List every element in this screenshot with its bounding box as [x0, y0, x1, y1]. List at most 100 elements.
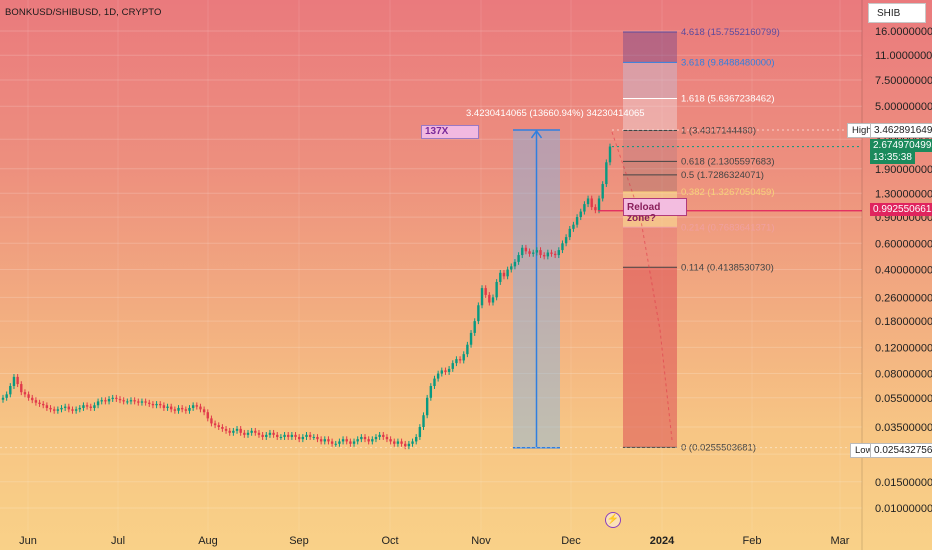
candle-body — [568, 228, 571, 238]
candle-body — [217, 425, 220, 428]
candle-body — [170, 406, 173, 410]
candle-body — [239, 428, 242, 433]
candle-body — [206, 412, 209, 419]
candle-body — [235, 428, 239, 431]
candle-body — [564, 237, 568, 244]
label-137x[interactable]: 137X — [421, 125, 479, 139]
candle-body — [308, 434, 312, 437]
y-tick-label: 0.0100000000 — [875, 503, 932, 515]
fib-level-label: 3.618 (9.8488480000) — [681, 57, 775, 68]
fib-zone — [623, 267, 677, 448]
candle-body — [542, 255, 546, 257]
candle-body — [338, 441, 341, 444]
candle-body — [579, 211, 582, 218]
candle-body — [137, 401, 140, 403]
candle-body — [572, 224, 575, 229]
candle-body — [404, 443, 407, 447]
candle-body — [188, 407, 191, 411]
candle-body — [122, 400, 125, 402]
candle-body — [389, 439, 392, 442]
candle-body — [199, 406, 202, 410]
candle-body — [78, 407, 81, 410]
candle-body — [312, 436, 316, 438]
candle-body — [382, 434, 385, 437]
symbol-search-box[interactable]: SHIB — [868, 3, 926, 23]
fib-zone — [623, 161, 677, 175]
fib-zone — [623, 31, 677, 63]
candle-body — [148, 402, 151, 404]
candle-body — [462, 354, 465, 361]
candle-body — [195, 405, 199, 407]
candle-body — [111, 397, 114, 399]
candle-body — [323, 439, 326, 442]
bar-countdown: 13:35:38 — [870, 151, 915, 164]
candle-body — [104, 400, 107, 402]
candle-body — [210, 418, 213, 424]
candle-body — [546, 252, 550, 257]
candle-body — [93, 405, 96, 408]
candle-body — [297, 436, 301, 440]
candle-body — [27, 394, 30, 398]
candle-body — [294, 434, 297, 437]
candle-body — [506, 269, 509, 277]
candle-body — [301, 436, 305, 440]
candle-body — [341, 439, 345, 442]
candle-body — [436, 373, 440, 379]
candle-body — [265, 434, 268, 437]
candle-body — [407, 443, 411, 447]
measure-tool — [513, 129, 560, 449]
candle-body — [561, 243, 564, 251]
candle-body — [594, 207, 597, 211]
fib-zone — [623, 227, 677, 268]
high-price-tag: 3.4628916498 — [870, 123, 932, 138]
symbol-title[interactable]: BONKUSD/SHIBUSD, 1D, CRYPTO — [5, 7, 162, 18]
candle-body — [605, 162, 608, 185]
candle-body — [433, 378, 436, 386]
candle-body — [155, 403, 158, 406]
candle-body — [246, 432, 250, 435]
candle-body — [126, 401, 129, 403]
candle-body — [140, 401, 144, 403]
reload-zone-label[interactable]: Reload zone? — [623, 198, 687, 224]
candle-body — [221, 427, 224, 429]
candle-body — [115, 397, 118, 399]
y-tick-label: 0.1200000000 — [875, 342, 932, 354]
candle-body — [608, 146, 612, 163]
candle-body — [290, 434, 294, 437]
candle-body — [411, 441, 414, 444]
candle-body — [484, 288, 487, 295]
fib-level-label: 0 (0.0255503681) — [681, 442, 756, 453]
fib-zone — [623, 62, 677, 99]
candle-body — [583, 204, 586, 212]
candle-body — [539, 250, 542, 256]
candle-body — [305, 434, 308, 437]
x-axis: Jun Jul Aug Sep Oct Nov Dec 2024 Feb Mar — [19, 535, 850, 547]
candle-body — [502, 272, 506, 277]
fib-zone — [623, 130, 677, 162]
candle-body — [422, 415, 425, 428]
fib-level-label: 0.114 (0.4138530730) — [681, 262, 774, 273]
candle-body — [52, 409, 56, 411]
candle-body — [232, 430, 235, 433]
candle-body — [532, 252, 535, 254]
y-tick-label: 0.1800000000 — [875, 316, 932, 328]
y-tick-label: 0.0550000000 — [875, 393, 932, 405]
x-tick-label: Mar — [831, 535, 850, 547]
candle-body — [528, 251, 531, 254]
candle-body — [363, 436, 367, 440]
candle-body — [517, 255, 520, 262]
y-tick-label: 0.6000000000 — [875, 238, 932, 250]
candle-body — [89, 406, 92, 408]
reload-price-tag: 0.9925506612 — [870, 203, 932, 216]
candle-body — [440, 370, 443, 374]
x-tick-label: Aug — [198, 535, 218, 547]
flash-icon[interactable]: ⚡ — [605, 512, 621, 528]
candle-body — [180, 407, 184, 410]
candle-body — [23, 392, 27, 395]
candle-body — [327, 439, 330, 442]
low-price-tag: 0.0254327563 — [870, 443, 932, 458]
candle-body — [458, 359, 462, 361]
fib-zone — [623, 98, 677, 131]
